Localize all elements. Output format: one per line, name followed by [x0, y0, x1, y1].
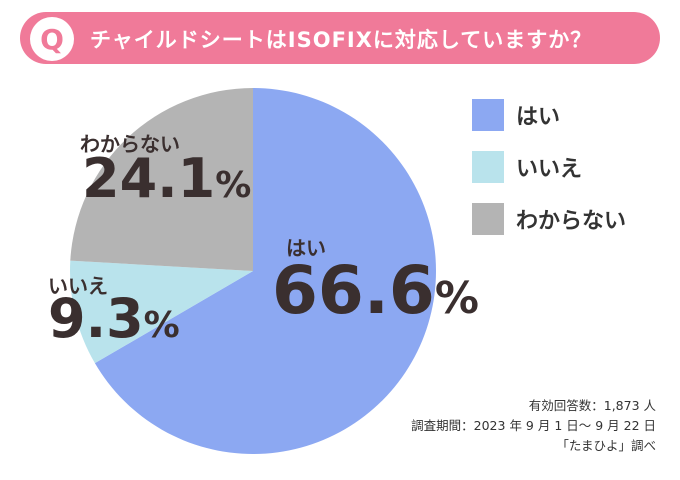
legend-label-yes: はい [516, 105, 561, 130]
slice-value-yes-percent: % [434, 273, 479, 324]
slice-label-yes: はい [286, 236, 326, 260]
survey-notes: 有効回答数：1,873 人 調査期間：2023 年 9 月 1 日～ 9 月 2… [411, 396, 656, 456]
legend-item-no: いいえ [472, 148, 626, 186]
slice-label-no: いいえ [48, 274, 108, 298]
slice-label-unknown: わからない [80, 132, 180, 156]
legend-item-yes: はい [472, 96, 626, 134]
survey-responses: 有効回答数：1,873 人 [528, 398, 656, 413]
pie-slice-no [69, 260, 253, 364]
question-text: チャイルドシートはISOFIXに対応していますか？ [90, 28, 593, 52]
pie-slice-yes [94, 88, 436, 454]
survey-source: 「たまひよ」調べ [556, 438, 656, 453]
legend-label-unknown: わからない [516, 209, 627, 234]
legend-swatch-yes [472, 99, 504, 131]
slice-value-no: 9.3% [48, 292, 180, 347]
legend-label-no: いいえ [516, 157, 583, 182]
legend-item-unknown: わからない [472, 200, 626, 238]
slice-value-yes-number: 66.6 [272, 252, 435, 329]
legend-swatch-unknown [472, 203, 504, 235]
survey-period: 調査期間：2023 年 9 月 1 日～ 9 月 22 日 [411, 418, 656, 433]
slice-value-unknown-percent: % [215, 165, 252, 206]
slice-value-unknown: 24.1% [82, 152, 252, 207]
slice-value-yes: 66.6% [272, 258, 479, 325]
pie-slice-unknown [70, 88, 253, 271]
question-badge: Q [30, 17, 74, 61]
legend-swatch-no [472, 151, 504, 183]
slice-value-no-percent: % [143, 305, 180, 346]
slice-value-unknown-number: 24.1 [82, 147, 216, 210]
slice-value-no-number: 9.3 [48, 287, 144, 350]
chart-legend: はい いいえ わからない [472, 96, 626, 252]
question-banner [20, 12, 660, 64]
